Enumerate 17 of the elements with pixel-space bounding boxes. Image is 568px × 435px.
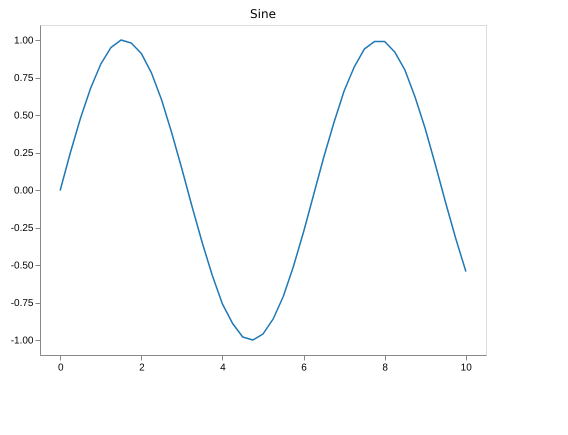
chart-title: Sine [250,7,276,21]
y-tick-label: -0.75 [10,298,34,309]
line-series [60,39,466,341]
x-tick-label: 4 [220,362,226,374]
x-tick-label: 10 [460,362,472,374]
y-tick-label: -0.25 [10,223,34,234]
y-tick-label: 0.25 [14,148,34,159]
y-tick-label: 0.50 [14,110,34,122]
y-tick-label: 1.00 [14,36,34,46]
x-tick-label: 2 [139,362,146,374]
y-tick-label: -0.50 [10,260,34,272]
x-tick-label: 6 [301,362,308,374]
y-tick-label: 0.75 [14,73,34,84]
y-tick-label: 0.00 [14,186,34,196]
y-tick-label: -1.00 [10,336,34,346]
x-tick-label: 8 [382,362,388,374]
x-tick-label: 0 [58,362,64,374]
